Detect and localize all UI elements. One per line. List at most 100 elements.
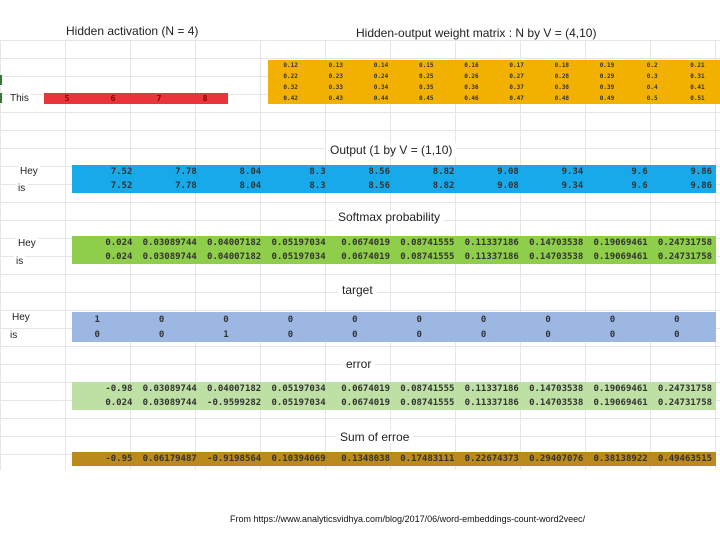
softmax-cell: 0.024 <box>105 238 133 248</box>
weights-cell: 0.43 <box>328 95 344 102</box>
error-cell: 0.24731758 <box>657 398 713 408</box>
softmax-cell: 0.11337186 <box>464 238 519 248</box>
hidden-activation-cell: 6 <box>110 94 116 103</box>
target-cell: 0 <box>674 314 680 325</box>
weights-cell: 0.23 <box>328 73 344 80</box>
row-label-target-is: is <box>8 330 20 341</box>
softmax-cell: 0.04007182 <box>207 238 262 248</box>
weights-cell: 0.42 <box>283 95 298 102</box>
target-cell: 0 <box>223 314 229 325</box>
weights-cell: 0.4 <box>646 84 658 91</box>
sum-error-cell: -0.9198564 <box>207 454 262 464</box>
softmax-title: Softmax probability <box>334 210 445 224</box>
target-cell: 0 <box>416 329 422 340</box>
softmax-matrix: 0.024 0.03089744 0.04007182 0.05197034 0.067… <box>72 236 716 264</box>
output-cell: 9.34 <box>561 181 584 191</box>
softmax-cell: 0.11337186 <box>464 252 519 262</box>
error-cell: 0.03089744 <box>142 398 197 408</box>
weights-cell: 0.34 <box>373 84 389 91</box>
sum-error-cell: 0.22674373 <box>464 454 519 464</box>
output-row: 7.52 7.78 8.04 8.3 8.56 8.82 9.08 9.34 9.6 9.86 <box>72 165 716 179</box>
weights-cell: 0.19 <box>599 62 615 69</box>
error-cell: 0.03089744 <box>142 384 197 394</box>
output-cell: 7.78 <box>175 167 197 177</box>
output-cell: 8.56 <box>368 181 391 191</box>
softmax-cell: 0.05197034 <box>271 238 326 248</box>
weights-cell: 0.37 <box>509 84 524 91</box>
softmax-cell: 0.19069461 <box>593 238 648 248</box>
sum-error-cell: 0.49463515 <box>657 454 713 464</box>
target-cell: 1 <box>223 329 229 340</box>
output-cell: 8.56 <box>368 167 391 177</box>
output-cell: 9.08 <box>497 181 519 191</box>
softmax-cell: 0.24731758 <box>657 238 713 248</box>
weights-cell: 0.46 <box>464 95 479 102</box>
target-title: target <box>338 283 377 297</box>
cell-marker <box>0 93 2 103</box>
output-title: Output (1 by V = (1,10) <box>326 143 457 157</box>
weights-cell: 0.5 <box>646 95 658 102</box>
weights-cell: 0.14 <box>373 62 389 69</box>
target-cell: 0 <box>158 314 165 325</box>
weights-row: 0.22 0.23 0.24 0.25 0.26 0.27 0.28 0.29 0.3 0.31 <box>268 71 720 82</box>
sum-error-title: Sum of erroe <box>336 430 414 444</box>
error-cell: 0.05197034 <box>271 398 326 408</box>
target-cell: 0 <box>416 314 422 325</box>
output-cell: 9.08 <box>497 167 519 177</box>
weights-cell: 0.26 <box>464 73 479 80</box>
weight-matrix-title: Hidden-output weight matrix : N by V = (… <box>352 26 601 40</box>
output-cell: 8.82 <box>432 181 455 191</box>
softmax-cell: 0.03089744 <box>142 238 197 248</box>
hidden-activation-title: Hidden activation (N = 4) <box>62 24 203 38</box>
softmax-cell: 0.05197034 <box>271 252 326 262</box>
softmax-cell: 0.024 <box>105 252 133 262</box>
weights-cell: 0.48 <box>554 95 570 102</box>
output-cell: 8.04 <box>239 181 262 191</box>
output-cell: 7.52 <box>110 181 133 191</box>
error-cell: 0.11337186 <box>464 398 519 408</box>
output-cell: 9.86 <box>690 181 713 191</box>
target-cell: 0 <box>609 329 616 340</box>
target-cell: 0 <box>158 329 165 340</box>
weights-cell: 0.38 <box>554 84 570 91</box>
weights-cell: 0.39 <box>599 84 615 91</box>
weights-cell: 0.27 <box>509 73 524 80</box>
sum-error-cell: -0.95 <box>105 454 133 464</box>
weights-cell: 0.36 <box>464 84 479 91</box>
target-cell: 1 <box>94 314 100 325</box>
output-cell: 9.86 <box>690 167 713 177</box>
row-label-output-is: is <box>16 183 28 194</box>
source-footer: From https://www.analyticsvidhya.com/blo… <box>230 514 586 524</box>
weights-cell: 0.21 <box>690 62 705 69</box>
weights-row: 0.42 0.43 0.44 0.45 0.46 0.47 0.48 0.49 0.5 0.51 <box>268 93 720 104</box>
target-cell: 0 <box>287 329 294 340</box>
weights-row: 0.32 0.33 0.34 0.35 0.36 0.37 0.38 0.39 0.4 0.41 <box>268 82 720 93</box>
target-cell: 0 <box>352 329 358 340</box>
weights-cell: 0.2 <box>646 62 658 69</box>
softmax-cell: 0.08741555 <box>400 252 455 262</box>
weights-cell: 0.41 <box>690 84 705 91</box>
softmax-cell: 0.04007182 <box>207 252 262 262</box>
output-cell: 8.3 <box>309 167 326 177</box>
error-cell: 0.14703538 <box>529 398 584 408</box>
weights-cell: 0.3 <box>646 73 658 80</box>
output-cell: 9.34 <box>561 167 584 177</box>
error-cell: 0.08741555 <box>400 384 455 394</box>
row-label-this: This <box>8 93 31 104</box>
sum-error-cell: 0.10394069 <box>271 454 326 464</box>
softmax-cell: 0.19069461 <box>593 252 648 262</box>
error-cell: 0.19069461 <box>593 384 648 394</box>
output-cell: 8.04 <box>239 167 262 177</box>
hidden-activation-cell: 7 <box>156 94 162 103</box>
row-label-output-hey: Hey <box>18 166 40 177</box>
weights-cell: 0.22 <box>283 73 298 80</box>
output-matrix: 7.52 7.78 8.04 8.3 8.56 8.82 9.08 9.34 9.6 9.86 7.… <box>72 165 716 193</box>
softmax-row: 0.024 0.03089744 0.04007182 0.05197034 0.067… <box>72 250 716 264</box>
hidden-activation-cell: 5 <box>64 94 70 103</box>
output-cell: 7.78 <box>175 181 197 191</box>
sum-error-row: -0.95 0.06179487 -0.9198564 0.10394069 0.134… <box>72 452 716 466</box>
error-row: 0.024 0.03089744 -0.9599282 0.05197034 0.067… <box>72 396 716 410</box>
target-matrix: 1 0 0 0 0 0 0 0 0 0 0 0 1 0 0 0 0 0 0 0 <box>72 312 716 342</box>
sum-error-cell: 0.38138922 <box>593 454 648 464</box>
sum-error-cell: 0.29407076 <box>529 454 584 464</box>
